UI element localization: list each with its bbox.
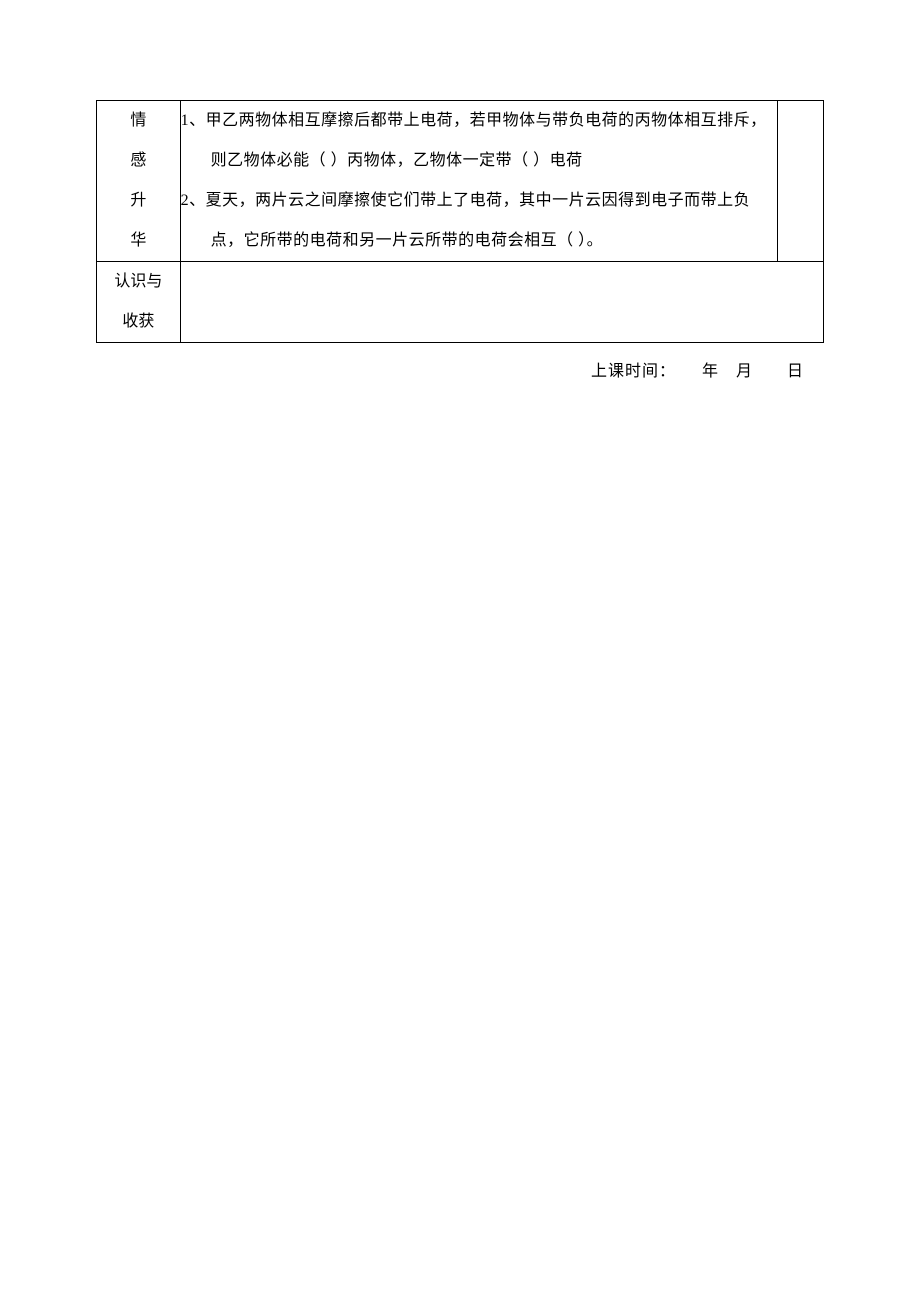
label-char: 感 xyxy=(97,141,180,181)
vertical-label-emotion: 情 感 升 华 xyxy=(97,101,180,261)
table-row-1: 情 感 升 华 1、甲乙两物体相互摩擦后都带上电荷，若甲物体与带负电荷的丙物体相… xyxy=(97,101,824,262)
label-char: 情 xyxy=(97,101,180,141)
table-row-2: 认识与 收获 xyxy=(97,262,824,343)
row1-content-cell: 1、甲乙两物体相互摩擦后都带上电荷，若甲物体与带负电荷的丙物体相互排斥， 则乙物… xyxy=(180,101,777,262)
label-recognition: 认识与 收获 xyxy=(97,262,180,342)
label-char: 升 xyxy=(97,181,180,221)
row2-content-cell xyxy=(180,262,823,343)
row1-empty-cell xyxy=(777,101,823,262)
row2-label-cell: 认识与 收获 xyxy=(97,262,181,343)
content-line: 2、夏天，两片云之间摩擦使它们带上了电荷，其中一片云因得到电子而带上负 xyxy=(181,181,777,221)
label-line: 收获 xyxy=(122,313,154,330)
content-line: 点，它所带的电荷和另一片云所带的电荷会相互（ ）。 xyxy=(181,221,777,261)
content-line: 1、甲乙两物体相互摩擦后都带上电荷，若甲物体与带负电荷的丙物体相互排斥， xyxy=(181,101,777,141)
footer-date: 上课时间： 年 月 日 xyxy=(96,357,824,381)
lesson-table: 情 感 升 华 1、甲乙两物体相互摩擦后都带上电荷，若甲物体与带负电荷的丙物体相… xyxy=(96,100,824,343)
content-line: 则乙物体必能（ ）丙物体，乙物体一定带（ ）电荷 xyxy=(181,141,777,181)
row1-label-cell: 情 感 升 华 xyxy=(97,101,181,262)
label-line: 认识与 xyxy=(114,273,162,290)
content-text-block: 1、甲乙两物体相互摩擦后都带上电荷，若甲物体与带负电荷的丙物体相互排斥， 则乙物… xyxy=(181,101,777,261)
label-char: 华 xyxy=(97,221,180,261)
